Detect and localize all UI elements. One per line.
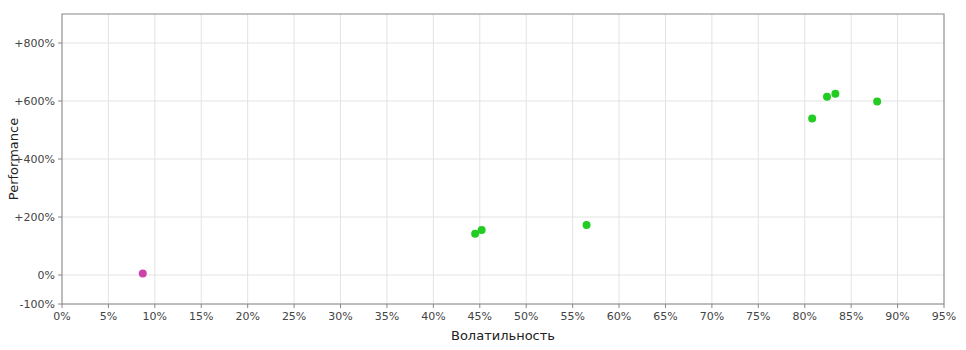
tick-label-x: 20% — [235, 310, 259, 323]
tick-label-x: 0% — [53, 310, 70, 323]
tick-label-x: 85% — [839, 310, 863, 323]
tick-x — [154, 304, 155, 308]
point — [583, 221, 591, 229]
point — [139, 270, 147, 278]
tick-label-x: 55% — [560, 310, 584, 323]
tick-x — [479, 304, 480, 308]
tick-label-x: 65% — [653, 310, 677, 323]
tick-label-x: 15% — [189, 310, 213, 323]
tick-x — [944, 304, 945, 308]
x-axis-label: Волатильность — [451, 328, 555, 343]
plot-area — [62, 14, 944, 304]
tick-x — [62, 304, 63, 308]
tick-x — [108, 304, 109, 308]
tick-x — [804, 304, 805, 308]
tick-label-x: 90% — [885, 310, 909, 323]
point — [873, 98, 881, 106]
tick-y — [58, 275, 62, 276]
tick-label-x: 35% — [375, 310, 399, 323]
tick-label-y: +800% — [14, 37, 55, 50]
tick-labels: 0% 5% 10% 15% 20% 25% 30% 35% 40% 45% 50% 55% 60% 65%… — [14, 37, 956, 323]
tick-label-x: 75% — [746, 310, 770, 323]
points — [139, 90, 881, 278]
tick-x — [294, 304, 295, 308]
tick-x — [247, 304, 248, 308]
point — [478, 226, 486, 234]
tick-x — [526, 304, 527, 308]
grid-line-y — [62, 159, 944, 160]
tick-label-y: -100% — [20, 298, 55, 311]
tick-label-x: 40% — [421, 310, 445, 323]
tick-label-x: 50% — [514, 310, 538, 323]
grid-line-y — [62, 275, 944, 276]
grid-line-y — [62, 43, 944, 44]
tick-label-y: 0% — [38, 269, 55, 282]
tick-x — [386, 304, 387, 308]
tick-x — [572, 304, 573, 308]
tick-x — [665, 304, 666, 308]
tick-y — [58, 101, 62, 102]
tick-x — [340, 304, 341, 308]
tick-label-x: 10% — [143, 310, 167, 323]
tick-x — [897, 304, 898, 308]
tick-label-x: 80% — [793, 310, 817, 323]
grid-line-y — [62, 101, 944, 102]
tick-x — [711, 304, 712, 308]
tick-x — [758, 304, 759, 308]
plot-frame — [62, 14, 944, 304]
grid-line-y — [62, 217, 944, 218]
tick-y — [58, 43, 62, 44]
tick-label-y: +600% — [14, 95, 55, 108]
tick-label-y: +200% — [14, 211, 55, 224]
y-axis-label: Performance — [6, 118, 21, 200]
tick-x — [619, 304, 620, 308]
tick-x — [201, 304, 202, 308]
tick-y — [58, 217, 62, 218]
tick-y — [58, 159, 62, 160]
tick-label-x: 95% — [932, 310, 956, 323]
tick-label-x: 70% — [700, 310, 724, 323]
tick-label-x: 60% — [607, 310, 631, 323]
tick-x — [433, 304, 434, 308]
point — [808, 114, 816, 122]
tick-label-x: 25% — [282, 310, 306, 323]
tick-label-x: 5% — [100, 310, 117, 323]
tick-y — [58, 304, 62, 305]
tick-label-x: 30% — [328, 310, 352, 323]
chart: 0% 5% 10% 15% 20% 25% 30% 35% 40% 45% 50% 55% 60% 65%… — [0, 0, 966, 350]
point — [831, 90, 839, 98]
grid — [62, 14, 944, 304]
tick-label-x: 45% — [468, 310, 492, 323]
tick-x — [851, 304, 852, 308]
point — [823, 93, 831, 101]
